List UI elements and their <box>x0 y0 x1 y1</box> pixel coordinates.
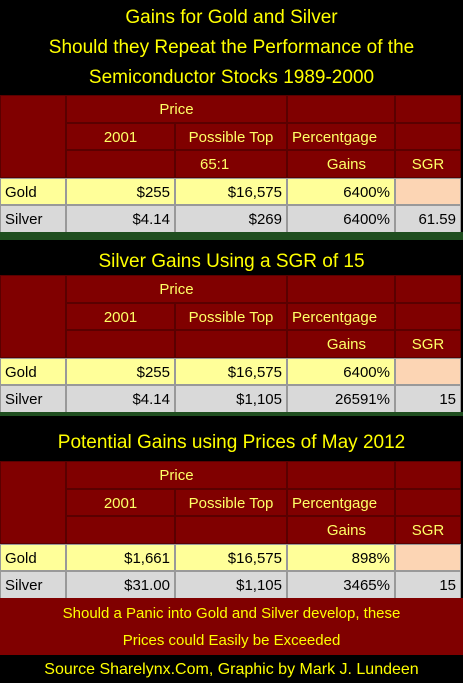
value-cell: 3465% <box>287 571 395 599</box>
table-title: Semiconductor Stocks 1989-2000 <box>88 67 375 88</box>
header-cell <box>395 95 461 123</box>
value-cell <box>395 177 461 205</box>
value-cell <box>395 543 461 571</box>
value-cell: $269 <box>175 205 287 233</box>
value-cell: $4.14 <box>66 385 175 413</box>
header-cell: 2001 <box>66 488 175 516</box>
value-cell: $4.14 <box>66 205 175 233</box>
header-cell <box>395 488 461 516</box>
header-cell <box>0 461 66 544</box>
header-cell: Price <box>66 95 287 123</box>
value-cell: $16,575 <box>175 543 287 571</box>
header-cell: Percentgage <box>287 302 395 330</box>
note-line: Should a Panic into Gold and Silver deve… <box>0 600 463 627</box>
header-cell: Possible Top <box>175 122 287 150</box>
value-cell: 15 <box>395 571 461 599</box>
separator <box>0 232 463 240</box>
header-cell <box>175 516 287 544</box>
header-cell: SGR <box>395 150 461 178</box>
header-cell <box>395 461 461 489</box>
header-cell: Gains <box>287 516 395 544</box>
header-cell <box>66 330 175 358</box>
value-cell: $255 <box>66 177 175 205</box>
separator <box>0 412 463 416</box>
header-cell: Possible Top <box>175 488 287 516</box>
value-cell: $16,575 <box>175 177 287 205</box>
value-cell: $31.00 <box>66 571 175 599</box>
row-label: Silver <box>0 205 66 233</box>
header-cell: Gains <box>287 150 395 178</box>
header-cell <box>66 516 175 544</box>
header-cell: Price <box>66 461 287 489</box>
header-cell: Percentgage <box>287 122 395 150</box>
value-cell: $255 <box>66 357 175 385</box>
value-cell: $16,575 <box>175 357 287 385</box>
header-cell <box>395 122 461 150</box>
table-title: Should they Repeat the Performance of th… <box>48 37 415 58</box>
row-label: Gold <box>0 357 66 385</box>
header-cell <box>395 302 461 330</box>
value-cell: 6400% <box>287 177 395 205</box>
value-cell: 6400% <box>287 205 395 233</box>
header-cell: Gains <box>287 330 395 358</box>
value-cell: 15 <box>395 385 461 413</box>
value-cell: $1,661 <box>66 543 175 571</box>
header-cell <box>0 95 66 178</box>
value-cell: 26591% <box>287 385 395 413</box>
header-cell: Price <box>66 275 287 303</box>
table-title: Silver Gains Using a SGR of 15 <box>98 251 365 272</box>
value-cell <box>395 357 461 385</box>
table-title: Gains for Gold and Silver <box>125 7 338 28</box>
row-label: Gold <box>0 543 66 571</box>
header-cell <box>287 275 395 303</box>
header-cell: 2001 <box>66 302 175 330</box>
header-cell <box>395 275 461 303</box>
value-cell: $1,105 <box>175 385 287 413</box>
row-label: Silver <box>0 385 66 413</box>
value-cell: 898% <box>287 543 395 571</box>
header-cell <box>175 330 287 358</box>
row-label: Gold <box>0 177 66 205</box>
header-cell: 65:1 <box>175 150 287 178</box>
header-cell: SGR <box>395 516 461 544</box>
value-cell: 61.59 <box>395 205 461 233</box>
row-label: Silver <box>0 571 66 599</box>
header-cell <box>287 461 395 489</box>
note-line: Prices could Easily be Exceeded <box>0 627 463 654</box>
table-title: Potential Gains using Prices of May 2012 <box>57 432 406 453</box>
value-cell: 6400% <box>287 357 395 385</box>
header-cell <box>0 275 66 358</box>
value-cell: $1,105 <box>175 571 287 599</box>
header-cell: Possible Top <box>175 302 287 330</box>
header-cell: Percentgage <box>287 488 395 516</box>
header-cell <box>287 95 395 123</box>
header-cell <box>66 150 175 178</box>
header-cell: 2001 <box>66 122 175 150</box>
header-cell: SGR <box>395 330 461 358</box>
footer: Source Sharelynx.Com, Graphic by Mark J.… <box>44 661 419 678</box>
